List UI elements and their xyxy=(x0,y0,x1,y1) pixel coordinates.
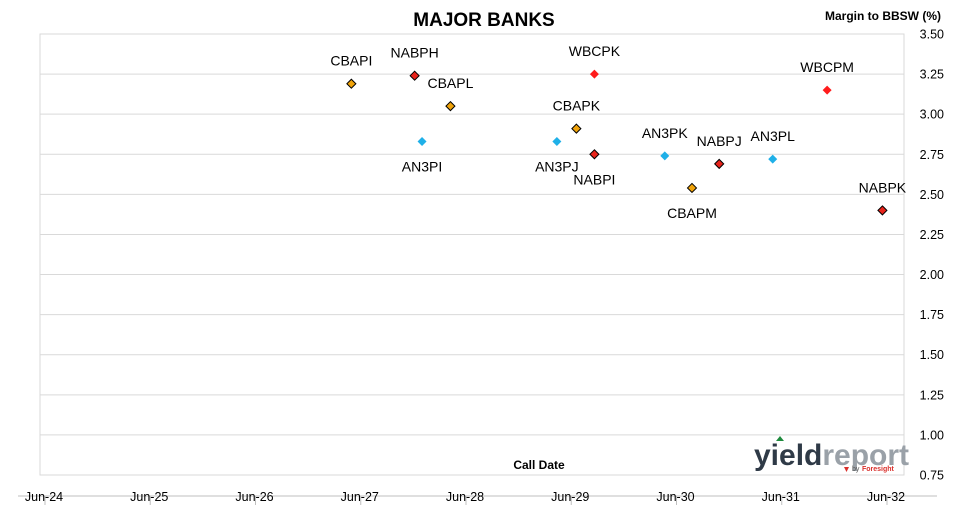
y-tick-label: 1.00 xyxy=(920,428,944,442)
y-tick-label: 2.75 xyxy=(920,148,944,162)
data-point-cbapk xyxy=(571,123,582,134)
y-tick-label: 3.00 xyxy=(920,108,944,122)
x-tick-label: Jun-27 xyxy=(341,490,379,504)
y-axis-label: Margin to BBSW (%) xyxy=(825,9,941,23)
data-point-cbapi xyxy=(346,78,357,89)
logo-text-report: report xyxy=(822,439,909,472)
data-point-nabpk xyxy=(877,205,888,216)
data-point-labels: CBAPI NABPH CBAPL AN3PI AN3PJ CBAPK WBCPK NABPI… xyxy=(330,43,906,221)
data-point-an3pk xyxy=(660,151,670,161)
y-tick-label: 2.00 xyxy=(920,268,944,282)
y-tick-label: 0.75 xyxy=(920,469,944,483)
x-axis-label: Call Date xyxy=(513,458,565,472)
x-tick-label: Jun-29 xyxy=(551,490,589,504)
data-label-an3pl: AN3PL xyxy=(751,128,796,144)
data-label-cbapk: CBAPK xyxy=(553,98,601,114)
data-point-an3pj xyxy=(552,136,562,146)
chart-title: MAJOR BANKS xyxy=(413,10,554,31)
data-label-nabpj: NABPJ xyxy=(697,133,742,149)
y-tick-label: 1.75 xyxy=(920,308,944,322)
data-label-nabph: NABPH xyxy=(391,45,439,61)
data-label-cbapi: CBAPI xyxy=(330,53,372,69)
logo-text-yield: yield xyxy=(754,439,822,472)
data-label-an3pk: AN3PK xyxy=(642,125,689,141)
data-label-nabpk: NABPK xyxy=(859,179,907,195)
logo-brand-text: Foresight xyxy=(862,466,895,473)
x-axis-ticks: Jun-24 Jun-25 Jun-26 Jun-27 Jun-28 Jun-29 Jun-… xyxy=(25,490,905,505)
svg-text:yieldreport: yieldreport xyxy=(754,439,909,472)
y-tick-label: 1.25 xyxy=(920,388,944,402)
data-point-wbcpk xyxy=(589,69,599,79)
data-label-an3pj: AN3PJ xyxy=(535,158,579,174)
y-axis-ticks: 3.50 3.25 3.00 2.75 2.50 2.25 2.00 1.75 1.50 1.25… xyxy=(920,28,944,483)
x-tick-label: Jun-31 xyxy=(762,490,800,504)
y-tick-label: 2.25 xyxy=(920,228,944,242)
grid-lines xyxy=(40,73,904,436)
data-point-wbcpm xyxy=(822,85,832,95)
logo-down-arrow-icon xyxy=(844,467,849,472)
data-label-cbapm: CBAPM xyxy=(667,205,717,221)
data-label-cbapl: CBAPL xyxy=(427,75,473,91)
data-point-cbapl xyxy=(445,100,456,112)
data-label-an3pi: AN3PI xyxy=(402,158,442,174)
y-tick-label: 2.50 xyxy=(920,188,944,202)
x-tick-label: Jun-26 xyxy=(235,490,273,504)
data-point-nabpj xyxy=(713,158,725,170)
data-point-nabpi xyxy=(589,149,600,160)
y-tick-label: 3.25 xyxy=(920,68,944,82)
data-point-nabph xyxy=(409,70,420,81)
y-tick-label: 1.50 xyxy=(920,348,944,362)
x-tick-label: Jun-25 xyxy=(130,490,168,504)
y-tick-label: 3.50 xyxy=(920,28,944,42)
x-tick-label: Jun-30 xyxy=(656,490,694,504)
data-label-nabpi: NABPI xyxy=(573,171,615,187)
data-label-wbcpk: WBCPK xyxy=(569,43,621,59)
data-label-wbcpm: WBCPM xyxy=(800,59,854,75)
x-tick-label: Jun-28 xyxy=(446,490,484,504)
data-point-an3pi xyxy=(417,136,427,146)
data-point-cbapm xyxy=(686,182,698,194)
x-tick-label: Jun-24 xyxy=(25,490,63,504)
data-point-an3pl xyxy=(768,154,778,164)
logo-by-text: by xyxy=(852,466,860,473)
x-tick-label: Jun-32 xyxy=(867,490,905,504)
plot-area xyxy=(39,33,905,476)
yieldreport-logo: yieldreport by Foresight xyxy=(754,436,909,473)
logo-arrow-icon xyxy=(776,436,784,441)
data-points xyxy=(346,69,888,216)
